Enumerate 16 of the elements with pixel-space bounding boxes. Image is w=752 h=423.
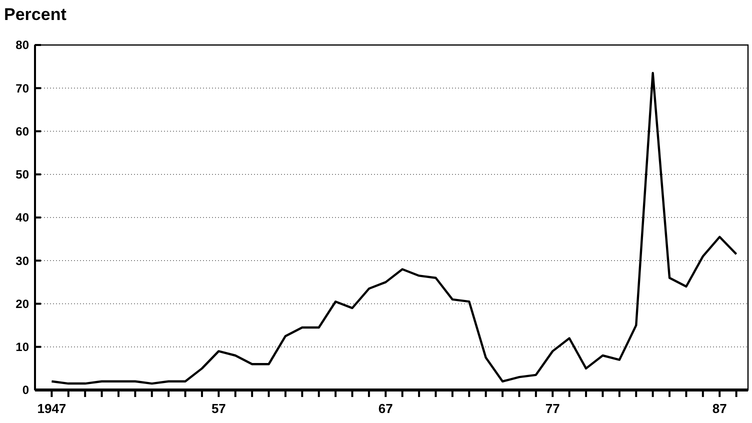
y-tick-label: 20 <box>16 296 30 311</box>
x-tick-label: 77 <box>545 401 560 416</box>
y-tick-label: 0 <box>22 383 30 398</box>
y-tick-label: 80 <box>16 38 30 52</box>
y-tick-label: 30 <box>16 254 30 268</box>
y-tick-label: 40 <box>16 210 30 225</box>
x-tick-label: 87 <box>712 401 727 416</box>
line-series <box>50 72 738 385</box>
chart-title: Percent <box>4 5 67 24</box>
y-tick-label: 50 <box>16 168 30 182</box>
x-tick-label: 57 <box>211 401 226 416</box>
y-tick-label: 10 <box>16 340 30 354</box>
x-tick-label: 1947 <box>37 401 66 416</box>
y-tick-label: 60 <box>16 124 30 138</box>
y-tick-label: 70 <box>16 81 30 96</box>
x-tick-label: 67 <box>378 401 393 416</box>
